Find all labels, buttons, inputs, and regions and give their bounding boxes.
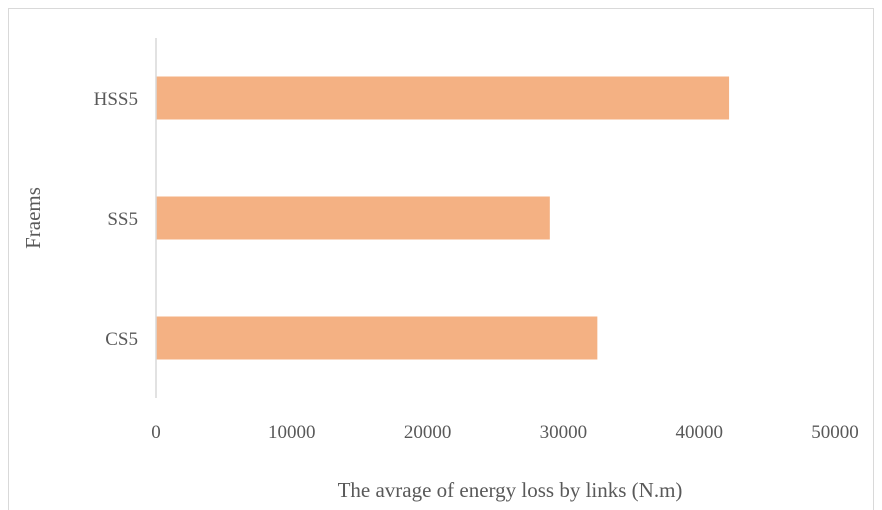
x-tick-label: 10000 xyxy=(268,422,316,443)
x-tick-label: 0 xyxy=(151,422,161,443)
x-axis-title: The avrage of energy loss by links (N.m) xyxy=(338,478,683,502)
category-labels: HSS5 SS5 CS5 xyxy=(94,89,138,350)
x-tick-label: 50000 xyxy=(811,422,859,443)
category-label-ss5: SS5 xyxy=(107,209,138,230)
x-tick-label: 30000 xyxy=(540,422,588,443)
y-axis-title: Fraems xyxy=(21,187,45,249)
x-tick-label: 40000 xyxy=(675,422,723,443)
x-tick-labels: 0 10000 20000 30000 40000 50000 xyxy=(151,422,859,443)
category-label-cs5: CS5 xyxy=(105,329,138,350)
x-tick-label: 20000 xyxy=(404,422,452,443)
bar-hss5 xyxy=(156,76,730,120)
bars-group xyxy=(156,76,730,360)
category-label-hss5: HSS5 xyxy=(94,89,138,110)
bar-ss5 xyxy=(156,196,550,240)
bar-cs5 xyxy=(156,316,598,360)
